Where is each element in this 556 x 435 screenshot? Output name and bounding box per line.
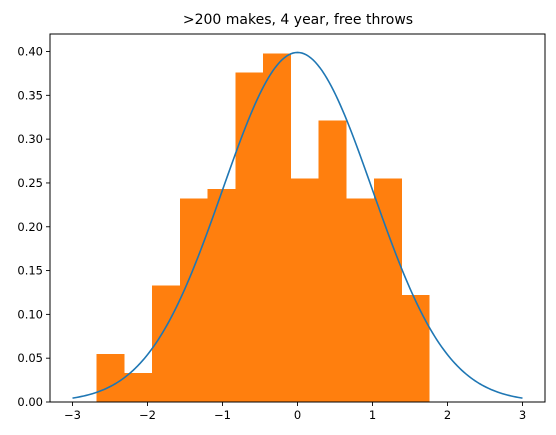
y-tick-label: 0.35 [17,88,43,102]
normal-curve [72,51,523,399]
histogram-bars [96,53,430,403]
x-tick-label: −1 [214,408,231,422]
x-tick-label: 3 [519,408,526,422]
histogram-bar [263,53,291,403]
histogram-bar [401,295,430,402]
y-tick-label: 0.20 [17,220,43,234]
y-tick-label: 0.25 [17,176,43,190]
y-tick-label: 0.10 [17,307,43,321]
x-tick-label: −2 [139,408,156,422]
x-tick-label: −3 [64,408,81,422]
histogram-bar [152,285,180,402]
histogram-bar [235,72,263,403]
histogram-bar [207,189,236,402]
y-tick-label: 0.05 [17,351,43,365]
y-tick-label: 0.15 [17,264,43,278]
histogram-bar [346,198,374,402]
y-tick-label: 0.40 [17,45,43,59]
y-axis-ticks: 0.00 0.05 0.10 0.15 0.20 0.25 0.30 0.35 0.40 [17,45,50,409]
histogram-bar [290,178,319,402]
histogram-bar [124,373,152,402]
y-tick-label: 0.00 [17,395,43,409]
x-tick-label: 0 [294,408,301,422]
x-tick-label: 1 [369,408,376,422]
x-axis-ticks: −3 −2 −1 0 1 2 3 [64,402,526,422]
histogram-bar [179,198,208,402]
normal-curve-line [72,51,523,399]
y-tick-label: 0.30 [17,132,43,146]
histogram-bar [374,178,402,402]
histogram-bar [318,120,347,402]
histogram-bar [96,353,125,402]
chart-title: >200 makes, 4 year, free throws [183,12,413,28]
x-tick-label: 2 [444,408,451,422]
